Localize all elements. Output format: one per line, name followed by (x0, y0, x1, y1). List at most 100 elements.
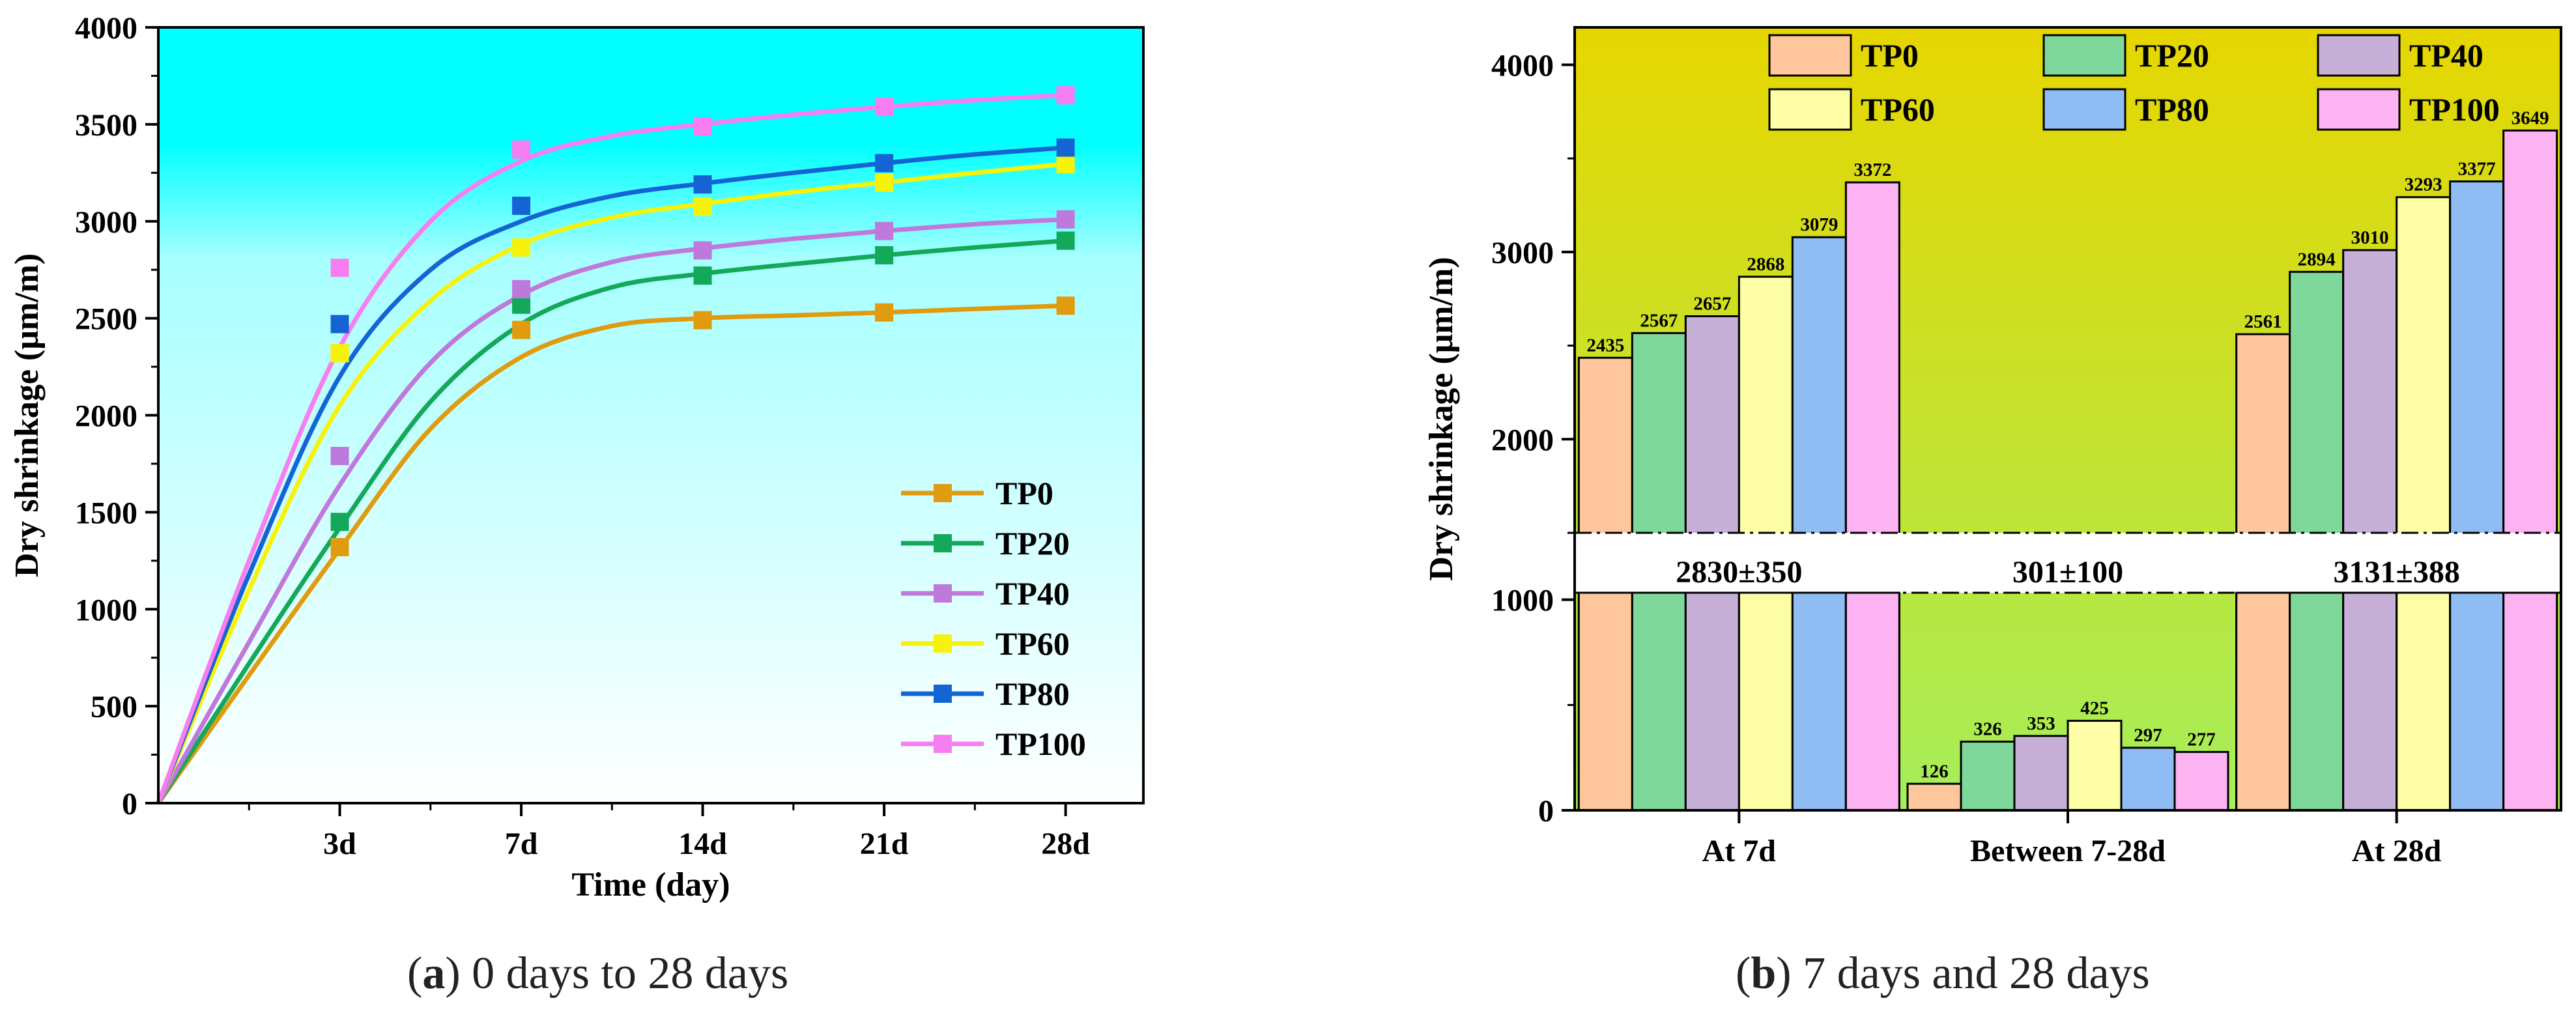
chart-a-x-tick-label: 28d (1041, 827, 1090, 861)
chart-b-legend-swatch-tp20 (2042, 34, 2126, 77)
chart-b-bar-lower-segment-tp40 (1684, 591, 1740, 812)
chart-b-bar-value-label: 425 (2080, 698, 2109, 719)
chart-b-bar-lower-segment-tp60 (1738, 591, 1794, 812)
chart-a-point-tp40 (512, 279, 531, 298)
chart-b-bar-lower-segment-tp80 (2449, 591, 2505, 812)
chart-a-point-tp20 (330, 513, 349, 532)
chart-a-point-tp20 (512, 295, 531, 314)
chart-a-legend-label-tp80: TP80 (995, 675, 1070, 712)
chart-a-x-tick-label: 7d (505, 827, 538, 861)
chart-a-y-tick-label: 3000 (75, 205, 137, 240)
chart-a-y-tick-label: 500 (91, 690, 137, 724)
chart-b-legend-swatch-tp40 (2317, 34, 2401, 77)
chart-a-point-tp100 (512, 140, 531, 159)
chart-a-x-tick-label: 3d (323, 827, 356, 861)
chart-b-legend-swatch-tp80 (2042, 88, 2126, 131)
chart-b-bar-value-label: 2567 (1640, 310, 1678, 331)
chart-b-bar-value-label: 126 (1920, 761, 1949, 782)
chart-b-bar-value-label: 3377 (2458, 159, 2496, 180)
chart-a-legend-marker-tp0 (934, 484, 952, 502)
chart-a-y-tick-label: 4000 (75, 11, 137, 46)
chart-a-point-tp20 (693, 266, 712, 285)
chart-b-legend-label-tp20: TP20 (2135, 37, 2209, 74)
caption-b: (b) 7 days and 28 days (1736, 948, 2150, 999)
chart-a-y-tick-label: 2500 (75, 302, 137, 337)
chart-b-category-label: Between 7-28d (1970, 834, 2166, 868)
chart-b-legend-label-tp60: TP60 (1861, 91, 1935, 128)
chart-a-y-tick-label: 1500 (75, 496, 137, 530)
chart-a-legend-label-tp40: TP40 (995, 575, 1070, 612)
chart-b-bar-lower-segment-tp100 (2502, 591, 2558, 812)
chart-a-point-tp60 (1056, 154, 1075, 173)
caption-a-letter: a (422, 948, 446, 999)
chart-a-point-tp0 (1056, 296, 1075, 315)
chart-b-category-label: At 28d (2352, 834, 2442, 868)
chart-a-legend-label-tp100: TP100 (995, 726, 1086, 762)
chart-a-point-tp100 (330, 259, 349, 277)
chart-b-bar-value-label: 3010 (2351, 227, 2389, 248)
chart-b-legend-label-tp80: TP80 (2135, 91, 2209, 128)
chart-b-break-label: 301±100 (2012, 555, 2123, 589)
chart-a-legend-marker-tp20 (934, 534, 952, 552)
chart-b-legend: TP0 TP20 TP40 TP60 TP80 TP100 (1768, 34, 2500, 131)
chart-b-bar-value-label: 3649 (2512, 107, 2549, 128)
chart-a-point-tp80 (330, 315, 349, 334)
chart-b-bar-lower-segment-tp100 (1844, 591, 1900, 812)
chart-b-bar-lower-segment-tp20 (2289, 591, 2345, 812)
chart-a-legend-marker-tp40 (934, 584, 952, 603)
chart-a-point-tp20 (1056, 231, 1075, 250)
chart-b-bar-value-label: 3293 (2405, 175, 2442, 195)
chart-a-x-axis-label: Time (day) (571, 866, 730, 903)
chart-a-point-tp100 (693, 117, 712, 135)
chart-b-category-label: At 7d (1702, 834, 1777, 868)
chart-a-point-tp40 (875, 221, 894, 240)
chart-a-plot-background (158, 27, 1143, 803)
chart-a-point-tp60 (693, 197, 712, 216)
chart-a-legend-label-tp20: TP20 (995, 525, 1070, 561)
chart-b-legend-swatch-tp60 (1768, 88, 1852, 131)
chart-b-bar-tp20 (1960, 741, 2016, 812)
chart-b-bar-tp100 (2173, 750, 2229, 812)
chart-a-y-tick-label: 3500 (75, 108, 137, 143)
chart-a-point-tp100 (1056, 86, 1075, 105)
caption-b-text: 7 days and 28 days (1803, 948, 2150, 999)
chart-b-y-tick-label: 4000 (1491, 48, 1554, 83)
chart-b-bar-tp0 (1906, 782, 1962, 812)
chart-a-point-tp0 (512, 320, 531, 339)
chart-a-point-tp80 (875, 154, 894, 173)
chart-a-y-axis-label: Dry shrinkage (μm/m) (8, 253, 46, 577)
chart-a-point-tp80 (693, 175, 712, 194)
chart-b-bar-lower-segment-tp0 (1577, 591, 1633, 812)
chart-a-y-tick-label: 1000 (75, 593, 137, 627)
chart-a-point-tp80 (1056, 138, 1075, 157)
chart-a-line-chart: 0 500 1000 1500 2000 2500 3000 3500 4000 3d 7d 14d 2… (8, 11, 1145, 903)
chart-b-y-tick-label: 3000 (1491, 236, 1554, 270)
chart-a-point-tp20 (875, 246, 894, 264)
chart-b-bar-chart: 2435 2567 2657 2868 3079 3372 126 326 353 425 297 2… (1423, 26, 2566, 868)
chart-a-point-tp0 (330, 537, 349, 556)
chart-b-bar-value-label: 3372 (1853, 160, 1891, 180)
chart-a-y-tick-label: 2000 (75, 399, 137, 434)
caption-b-letter: b (1751, 948, 1777, 999)
chart-b-break-label: 3131±388 (2333, 555, 2459, 589)
chart-b-legend-swatch-tp100 (2317, 88, 2401, 131)
chart-b-bar-tp60 (2067, 720, 2123, 812)
chart-a-y-tick-label: 0 (122, 787, 137, 821)
chart-a-point-tp40 (330, 447, 349, 466)
chart-a-legend-marker-tp100 (934, 735, 952, 753)
chart-a-legend-label-tp60: TP60 (995, 625, 1070, 662)
chart-a-x-tick-label: 21d (860, 827, 909, 861)
chart-a-legend: TP0 TP20 TP40 TP60 TP80 TP100 (901, 475, 1086, 762)
caption-a-text: 0 days to 28 days (472, 948, 789, 999)
caption-a: (a) 0 days to 28 days (407, 948, 789, 999)
chart-a-point-tp40 (1056, 210, 1075, 229)
chart-b-bar-lower-segment-tp60 (2396, 591, 2452, 812)
chart-b-bar-lower-segment-tp0 (2235, 591, 2291, 812)
chart-b-bar-value-label: 277 (2187, 729, 2216, 750)
chart-a-point-tp60 (330, 344, 349, 363)
chart-a-point-tp0 (875, 303, 894, 322)
chart-b-bar-value-label: 2561 (2244, 311, 2282, 332)
chart-a-point-tp80 (512, 196, 531, 215)
chart-b-bar-lower-segment-tp80 (1791, 591, 1847, 812)
chart-b-bar-value-label: 2894 (2298, 249, 2336, 270)
